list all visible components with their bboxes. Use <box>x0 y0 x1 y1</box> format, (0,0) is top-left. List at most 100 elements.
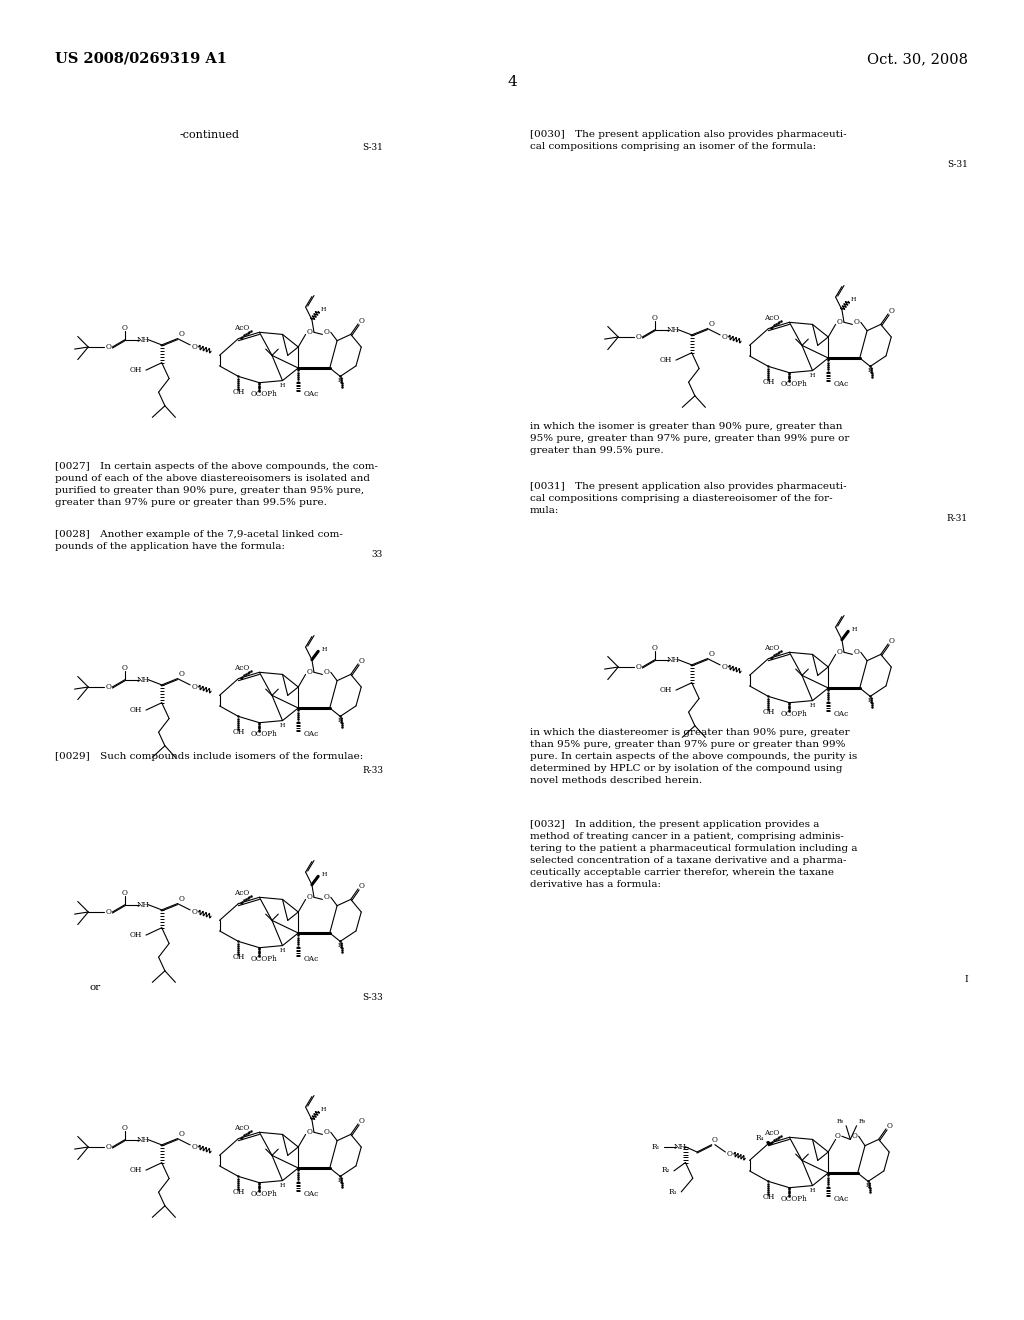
Text: OCOPh: OCOPh <box>250 391 276 399</box>
Text: NH: NH <box>136 335 150 343</box>
Text: 33: 33 <box>372 550 383 558</box>
Text: OH: OH <box>232 729 245 737</box>
Text: AcO: AcO <box>764 1129 779 1137</box>
Text: [0030] The present application also provides pharmaceuti-
cal compositions compr: [0030] The present application also prov… <box>530 129 847 150</box>
Text: OCOPh: OCOPh <box>250 1191 276 1199</box>
Text: H: H <box>810 1188 815 1193</box>
Text: OH: OH <box>762 378 774 387</box>
Text: 4: 4 <box>507 75 517 88</box>
Text: O: O <box>179 895 184 903</box>
Text: H: H <box>867 698 872 704</box>
Text: O: O <box>105 343 112 351</box>
Text: R₉: R₉ <box>859 1119 866 1125</box>
Text: O: O <box>888 636 894 644</box>
Text: H: H <box>338 1177 343 1183</box>
Text: [0031] The present application also provides pharmaceuti-
cal compositions compr: [0031] The present application also prov… <box>530 482 847 515</box>
Text: O: O <box>307 894 312 902</box>
Text: O: O <box>191 343 198 351</box>
Text: H: H <box>280 1183 286 1188</box>
Text: O: O <box>122 664 128 672</box>
Text: H: H <box>322 871 327 876</box>
Text: O: O <box>358 1117 365 1125</box>
Text: S-31: S-31 <box>362 143 383 152</box>
Text: H: H <box>867 368 872 374</box>
Text: OAc: OAc <box>303 730 318 738</box>
Text: O: O <box>324 1129 330 1137</box>
Text: H: H <box>338 378 343 383</box>
Text: O: O <box>854 318 859 326</box>
Text: O: O <box>324 329 330 337</box>
Text: O: O <box>324 894 330 902</box>
Text: O: O <box>652 314 658 322</box>
Text: O: O <box>652 644 658 652</box>
Text: OAc: OAc <box>834 1195 849 1204</box>
Text: H: H <box>851 627 857 632</box>
Text: O: O <box>307 668 312 676</box>
Text: O: O <box>727 1150 732 1158</box>
Text: O: O <box>358 882 365 890</box>
Text: O: O <box>307 329 312 337</box>
Text: O: O <box>635 333 641 341</box>
Text: R₂: R₂ <box>662 1166 670 1173</box>
Text: H: H <box>321 1106 326 1111</box>
Text: NH: NH <box>667 326 679 334</box>
Text: O: O <box>712 1137 718 1144</box>
Text: O: O <box>721 663 727 671</box>
Text: OH: OH <box>232 953 245 961</box>
Text: O: O <box>854 648 859 656</box>
Text: R₄: R₄ <box>756 1134 764 1142</box>
Text: H: H <box>338 942 343 948</box>
Text: O: O <box>852 1133 857 1140</box>
Text: O: O <box>358 657 365 665</box>
Text: O: O <box>324 668 330 676</box>
Text: in which the isomer is greater than 90% pure, greater than
95% pure, greater tha: in which the isomer is greater than 90% … <box>530 422 849 455</box>
Text: AcO: AcO <box>233 325 249 333</box>
Text: AcO: AcO <box>233 890 249 898</box>
Text: OCOPh: OCOPh <box>250 730 276 738</box>
Text: OH: OH <box>129 1166 141 1173</box>
Text: S-31: S-31 <box>947 160 968 169</box>
Text: OAc: OAc <box>303 956 318 964</box>
Text: O: O <box>709 321 715 329</box>
Text: -continued: -continued <box>180 129 240 140</box>
Text: O: O <box>122 890 128 898</box>
Text: OH: OH <box>232 388 245 396</box>
Text: O: O <box>709 651 715 659</box>
Text: OH: OH <box>129 366 141 374</box>
Text: H: H <box>321 306 326 312</box>
Text: OH: OH <box>659 356 672 364</box>
Text: OAc: OAc <box>303 391 318 399</box>
Text: or: or <box>89 983 100 993</box>
Text: OAc: OAc <box>834 710 849 718</box>
Text: R-33: R-33 <box>362 766 383 775</box>
Text: O: O <box>122 1125 128 1133</box>
Text: O: O <box>635 663 641 671</box>
Text: O: O <box>191 908 198 916</box>
Text: OCOPh: OCOPh <box>780 380 807 388</box>
Text: O: O <box>191 1143 198 1151</box>
Text: AcO: AcO <box>233 664 249 672</box>
Text: O: O <box>721 333 727 341</box>
Text: NH: NH <box>667 656 679 664</box>
Text: R-31: R-31 <box>947 513 968 523</box>
Text: OAc: OAc <box>303 1191 318 1199</box>
Text: Oct. 30, 2008: Oct. 30, 2008 <box>867 51 968 66</box>
Text: H: H <box>280 948 286 953</box>
Text: O: O <box>179 330 184 338</box>
Text: O: O <box>105 908 112 916</box>
Text: AcO: AcO <box>764 644 779 652</box>
Text: O: O <box>122 325 128 333</box>
Text: O: O <box>835 1133 841 1140</box>
Text: US 2008/0269319 A1: US 2008/0269319 A1 <box>55 51 227 66</box>
Text: O: O <box>179 1130 184 1138</box>
Text: OH: OH <box>232 1188 245 1196</box>
Text: I: I <box>965 975 968 983</box>
Text: H: H <box>865 1183 870 1188</box>
Text: H: H <box>810 374 815 379</box>
Text: AcO: AcO <box>764 314 779 322</box>
Text: NH: NH <box>674 1143 687 1151</box>
Text: [0032] In addition, the present application provides a
method of treating cancer: [0032] In addition, the present applicat… <box>530 820 857 888</box>
Text: S-33: S-33 <box>362 993 383 1002</box>
Text: in which the diastereomer is greater than 90% pure, greater
than 95% pure, great: in which the diastereomer is greater tha… <box>530 729 857 785</box>
Text: O: O <box>307 1129 312 1137</box>
